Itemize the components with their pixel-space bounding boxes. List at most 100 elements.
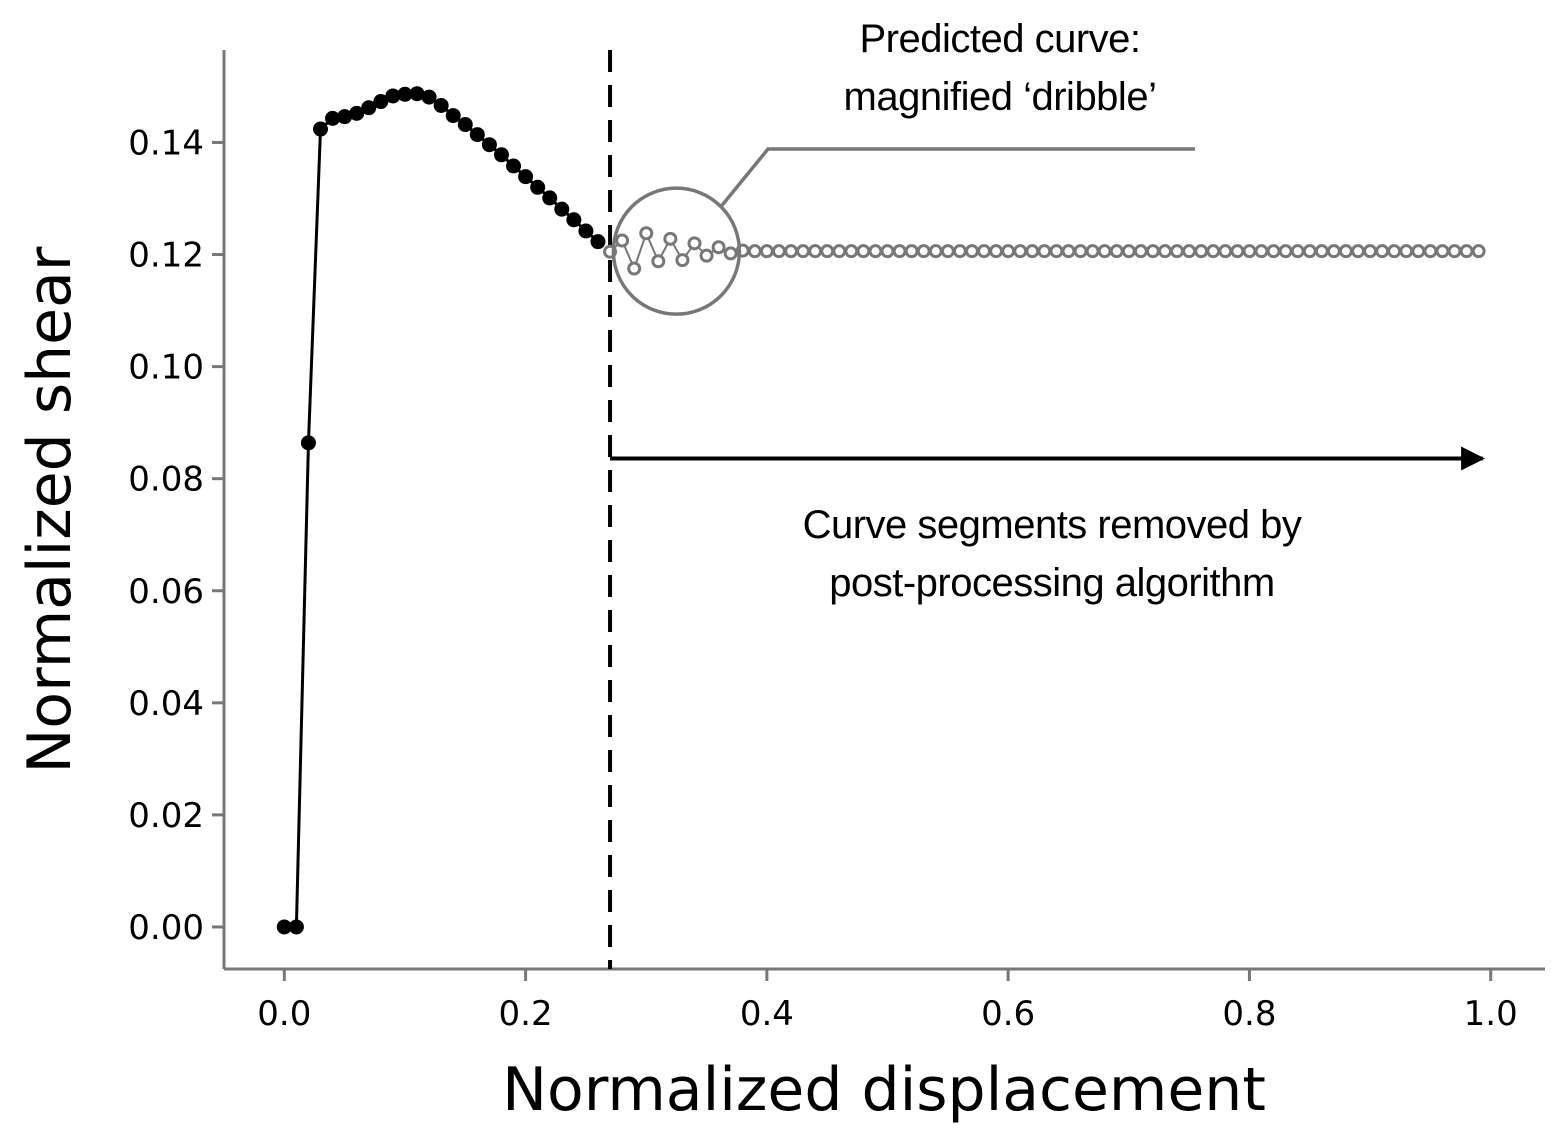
predicted-curve-point bbox=[687, 236, 702, 251]
retained-curve-point bbox=[337, 109, 353, 125]
x-ticks: 0.0 0.2 0.4 0.6 0.8 1.0 bbox=[257, 969, 1518, 1034]
x-tick-label: 0.4 bbox=[740, 994, 794, 1034]
predicted-curve-point bbox=[1073, 244, 1088, 259]
predicted-curve-point bbox=[916, 244, 931, 259]
removed-label-line2: post-processing algorithm bbox=[829, 561, 1275, 605]
predicted-curve-point bbox=[1254, 244, 1269, 259]
removed-segments-annotation: Curve segments removed by post-processin… bbox=[610, 446, 1486, 605]
predicted-curve-point bbox=[711, 240, 726, 255]
predicted-curve-point bbox=[1399, 244, 1414, 259]
predicted-curve-point bbox=[989, 244, 1004, 259]
x-axis-title: Normalized displacement bbox=[502, 1055, 1266, 1125]
retained-curve-series bbox=[276, 86, 606, 935]
predicted-curve-point bbox=[675, 253, 690, 268]
predicted-curve-point bbox=[904, 244, 919, 259]
y-tick-label: 0.02 bbox=[128, 796, 204, 836]
y-tick-label: 0.06 bbox=[128, 572, 204, 612]
predicted-curve-point bbox=[1097, 244, 1112, 259]
predicted-curve-point bbox=[1435, 244, 1450, 259]
predicted-curve-point bbox=[880, 244, 895, 259]
predicted-curve-point bbox=[1061, 244, 1076, 259]
predicted-curve-point bbox=[1230, 244, 1245, 259]
y-tick-label: 0.00 bbox=[128, 908, 204, 948]
y-ticks: 0.00 0.02 0.04 0.06 0.08 0.10 0.12 0.14 bbox=[128, 123, 224, 948]
predicted-curve-point bbox=[1206, 244, 1221, 259]
y-tick-label: 0.04 bbox=[128, 684, 204, 724]
predicted-curve-point bbox=[1157, 244, 1172, 259]
predicted-curve-point bbox=[796, 244, 811, 259]
predicted-curve-point bbox=[627, 261, 642, 276]
retained-curve-point bbox=[276, 919, 292, 935]
predicted-curve-point bbox=[1025, 244, 1040, 259]
predicted-curve-point bbox=[1242, 244, 1257, 259]
predicted-curve-point bbox=[928, 244, 943, 259]
predicted-curve-point bbox=[808, 244, 823, 259]
predicted-curve-point bbox=[1109, 244, 1124, 259]
predicted-curve-point bbox=[940, 244, 955, 259]
retained-curve-point bbox=[530, 179, 546, 195]
x-tick-label: 0.6 bbox=[981, 994, 1035, 1034]
predicted-curve-point bbox=[639, 226, 654, 241]
predicted-curve-point bbox=[892, 244, 907, 259]
dribble-subtitle: magnified ‘dribble’ bbox=[844, 75, 1157, 119]
y-tick-label: 0.12 bbox=[128, 236, 204, 276]
dribble-title: Predicted curve: bbox=[859, 17, 1140, 61]
retained-curve-point bbox=[325, 110, 341, 126]
predicted-curve-point bbox=[1182, 244, 1197, 259]
predicted-curve-point bbox=[832, 244, 847, 259]
dribble-annotation: Predicted curve: magnified ‘dribble’ bbox=[611, 17, 1195, 316]
predicted-curve-point bbox=[759, 244, 774, 259]
retained-curve-point bbox=[566, 212, 582, 228]
retained-curve-point bbox=[578, 223, 594, 239]
predicted-curve-series bbox=[603, 226, 1486, 276]
x-tick-label: 0.8 bbox=[1222, 994, 1276, 1034]
predicted-curve-point bbox=[1471, 244, 1486, 259]
retained-curve-point bbox=[542, 190, 558, 206]
retained-curve-point bbox=[445, 108, 461, 124]
predicted-curve-point bbox=[1459, 244, 1474, 259]
retained-curve-point bbox=[313, 121, 329, 137]
predicted-curve-point bbox=[1278, 244, 1293, 259]
predicted-curve-point bbox=[977, 244, 992, 259]
predicted-curve-point bbox=[1411, 244, 1426, 259]
predicted-curve-point bbox=[1013, 244, 1028, 259]
predicted-curve-point bbox=[1085, 244, 1100, 259]
predicted-curve-point bbox=[1338, 244, 1353, 259]
retained-curve-point bbox=[506, 158, 522, 174]
predicted-curve-point bbox=[1170, 244, 1185, 259]
predicted-curve-point bbox=[771, 244, 786, 259]
retained-curve-point bbox=[397, 86, 413, 102]
predicted-curve-point bbox=[1266, 244, 1281, 259]
retained-curve-point bbox=[457, 117, 473, 133]
predicted-curve-point bbox=[1121, 244, 1136, 259]
predicted-curve-point bbox=[747, 244, 762, 259]
retained-curve-point bbox=[421, 89, 437, 105]
predicted-curve-point bbox=[1290, 244, 1305, 259]
retained-curve-line bbox=[284, 92, 599, 929]
predicted-curve-point bbox=[856, 244, 871, 259]
retained-curve-point bbox=[481, 137, 497, 153]
removed-label-line1: Curve segments removed by bbox=[803, 503, 1302, 547]
y-tick-label: 0.14 bbox=[128, 123, 204, 163]
retained-curve-point bbox=[385, 88, 401, 104]
predicted-curve-point bbox=[1133, 244, 1148, 259]
predicted-curve-point bbox=[1145, 244, 1160, 259]
predicted-curve-point bbox=[1218, 244, 1233, 259]
predicted-curve-point bbox=[615, 233, 630, 248]
dribble-leader-line bbox=[719, 147, 1195, 208]
predicted-curve-point bbox=[1037, 244, 1052, 259]
predicted-curve-point bbox=[723, 246, 738, 261]
predicted-curve-point bbox=[1049, 244, 1064, 259]
retained-curve-point bbox=[361, 100, 377, 116]
retained-curve-point bbox=[518, 169, 534, 185]
predicted-curve-point bbox=[1326, 244, 1341, 259]
predicted-curve-point bbox=[952, 244, 967, 259]
predicted-curve-point bbox=[820, 244, 835, 259]
x-tick-label: 0.2 bbox=[499, 994, 553, 1034]
retained-curve-point bbox=[433, 97, 449, 113]
retained-curve-point bbox=[373, 94, 389, 110]
predicted-curve-point bbox=[1351, 244, 1366, 259]
predicted-curve-point bbox=[1447, 244, 1462, 259]
y-tick-label: 0.10 bbox=[128, 348, 204, 388]
